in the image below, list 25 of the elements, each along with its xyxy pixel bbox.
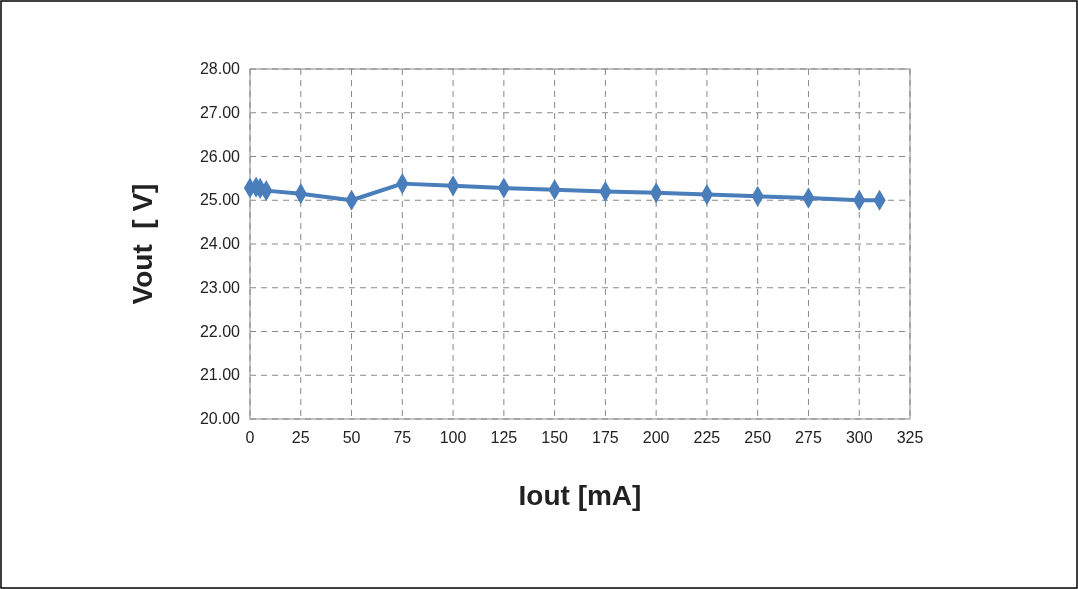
x-tick-label: 50 xyxy=(342,429,361,446)
x-tick-label: 225 xyxy=(693,429,721,446)
x-tick-label: 200 xyxy=(642,429,670,446)
x-axis-title: Iout [mA] xyxy=(518,480,642,511)
x-tick-label: 75 xyxy=(393,429,412,446)
y-tick-label: 24.00 xyxy=(199,235,241,252)
y-tick-label: 20.00 xyxy=(199,410,241,427)
x-tick-label: 125 xyxy=(490,429,518,446)
x-tick-label: 0 xyxy=(245,429,255,446)
y-tick-label: 27.00 xyxy=(199,103,241,121)
y-axis-title: Vout [ V] xyxy=(127,183,158,305)
x-tick-label: 325 xyxy=(896,429,924,446)
x-tick-label: 175 xyxy=(592,429,619,446)
y-tick-label: 22.00 xyxy=(199,322,241,340)
x-tick-label: 150 xyxy=(541,429,569,446)
x-tick-label: 250 xyxy=(744,429,772,446)
y-tick-label: 26.00 xyxy=(199,147,241,165)
x-tick-label: 25 xyxy=(291,429,310,446)
x-tick-label: 300 xyxy=(845,429,873,446)
x-tick-label: 100 xyxy=(439,429,467,446)
x-tick-label: 275 xyxy=(795,429,822,446)
y-tick-label: 25.00 xyxy=(199,191,241,209)
y-tick-label: 21.00 xyxy=(199,366,241,384)
y-tick-label: 23.00 xyxy=(199,278,241,296)
y-tick-label: 28.00 xyxy=(199,60,241,77)
